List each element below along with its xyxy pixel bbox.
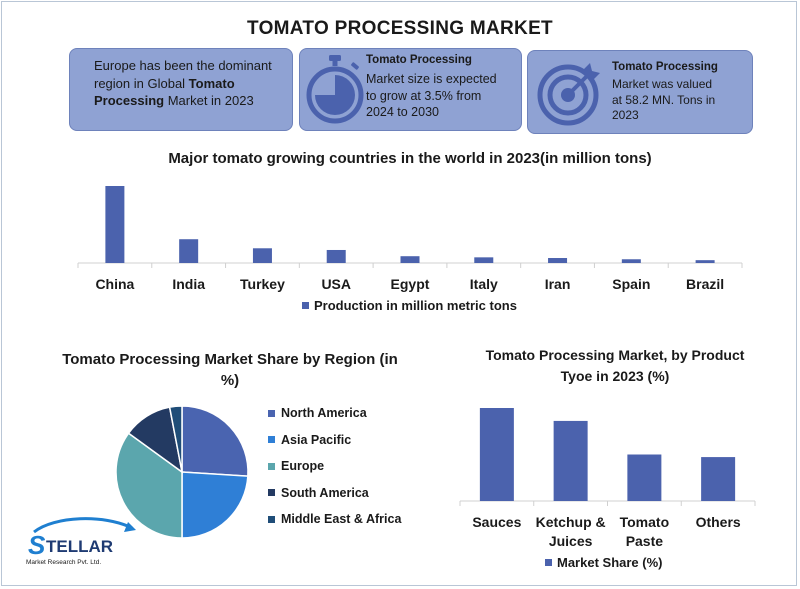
stellar-logo: S TELLAR Market Research Pvt. Ltd.: [26, 517, 136, 566]
card-growth: Tomato Processing Market size is expecte…: [299, 48, 522, 131]
card1-text-pre: Europe has been the dominant region in G…: [94, 58, 272, 91]
countries-tick-label: Turkey: [240, 276, 285, 292]
product-tick-label: Tomato Paste: [620, 514, 670, 549]
card2-text: Market size is expected to grow at 3.5% …: [366, 71, 497, 121]
countries-bar: [179, 239, 199, 263]
card-valuation: Tomato Processing Market was valued at 5…: [527, 50, 753, 134]
product-bar: [627, 454, 662, 501]
countries-bar: [621, 259, 641, 263]
region-chart-title-text: Tomato Processing Market Share by Region…: [62, 351, 398, 389]
card1-text-bold: Tomato Processing: [94, 75, 235, 109]
countries-legend-swatch: [302, 302, 309, 309]
region-legend-item: Asia Pacific: [268, 433, 351, 447]
product-tick-label: Others: [696, 514, 741, 530]
card3-line: at 58.2 MN. Tons in: [612, 92, 716, 107]
card2-line: to grow at 3.5% from: [366, 88, 482, 103]
product-bar: [553, 420, 588, 501]
card-dominant-region: Europe has been the dominant region in G…: [69, 48, 293, 131]
stopwatch-icon: [306, 55, 364, 124]
region-legend-label: Asia Pacific: [281, 432, 352, 447]
page-title: TOMATO PROCESSING MARKET: [247, 18, 553, 39]
countries-tick-label: Spain: [612, 276, 650, 292]
countries-bar: [400, 256, 420, 263]
region-legend-item: Europe: [268, 459, 324, 473]
region-legend-label: North America: [281, 406, 367, 420]
product-chart-title-text: Tomato Processing Market, by Product Tyo…: [485, 347, 745, 384]
pie-slice: [168, 405, 183, 473]
card3-line: 2023: [612, 108, 639, 122]
product-legend-swatch: [545, 559, 552, 566]
region-legend-item: South America: [268, 486, 369, 500]
countries-tick-label: Italy: [470, 276, 498, 292]
logo-sub: Market Research Pvt. Ltd.: [26, 559, 101, 566]
region-legend-swatch: [268, 462, 275, 470]
countries-chart-title: Major tomato growing countries in the wo…: [168, 150, 652, 167]
region-legend-label: South America: [281, 485, 369, 500]
countries-bar: [548, 258, 568, 263]
countries-bar: [326, 249, 346, 263]
countries-bar-chart: China India Turkey USA Egypt Italy Iran Spain Br…: [77, 186, 743, 313]
pie-slice: [181, 405, 249, 477]
product-tick-label: Ketchup & Juices: [536, 514, 606, 549]
region-legend-swatch: [268, 436, 275, 443]
region-legend-swatch: [268, 489, 275, 496]
region-legend-swatch: [268, 515, 275, 523]
card2-title: Tomato Processing: [366, 54, 472, 66]
region-pie-chart: [115, 405, 249, 539]
product-legend: Market Share (%): [545, 555, 662, 570]
pie-slice: [115, 432, 183, 539]
region-legend-item: Middle East & Africa: [268, 512, 401, 526]
countries-tick-label: Egypt: [391, 276, 430, 292]
countries-legend: Production in million metric tons: [302, 298, 517, 313]
countries-tick-label: India: [172, 276, 205, 292]
product-chart-title: Tomato Processing Market, by Product Tyo…: [470, 345, 760, 387]
region-chart-title: Tomato Processing Market Share by Region…: [60, 349, 400, 391]
product-bar-chart: Sauces Ketchup & Juices Tomato Paste Others Ma…: [459, 408, 756, 570]
svg-text:S: S: [28, 530, 46, 560]
countries-tick-label: China: [95, 276, 134, 292]
countries-tick-label: Brazil: [686, 276, 724, 292]
product-legend-label: Market Share (%): [557, 555, 662, 570]
countries-bar: [474, 257, 494, 263]
logo-name: TELLAR: [46, 537, 113, 556]
region-legend-item: North America: [268, 406, 367, 420]
product-bar: [701, 457, 736, 501]
region-legend-swatch: [268, 409, 275, 417]
countries-bar: [105, 186, 125, 263]
product-tick-label: Sauces: [472, 514, 521, 530]
countries-tick-label: USA: [321, 276, 351, 292]
countries-bar: [695, 260, 715, 263]
card1-text-post: Market in 2023: [164, 93, 254, 108]
card3-title: Tomato Processing: [612, 61, 718, 73]
card2-line: 2024 to 2030: [366, 105, 439, 119]
countries-legend-label: Production in million metric tons: [314, 298, 517, 313]
pie-slice: [181, 471, 249, 539]
card3-text: Market was valued at 58.2 MN. Tons in 20…: [612, 77, 715, 124]
target-icon: [537, 63, 600, 126]
product-bar: [479, 408, 514, 501]
card3-line: Market was valued: [612, 77, 713, 91]
region-legend-label: Middle East & Africa: [281, 512, 402, 526]
countries-bar: [252, 248, 272, 263]
countries-tick-label: Iran: [545, 276, 571, 292]
region-legend-label: Europe: [281, 459, 325, 473]
card2-line: Market size is expected: [366, 72, 497, 86]
